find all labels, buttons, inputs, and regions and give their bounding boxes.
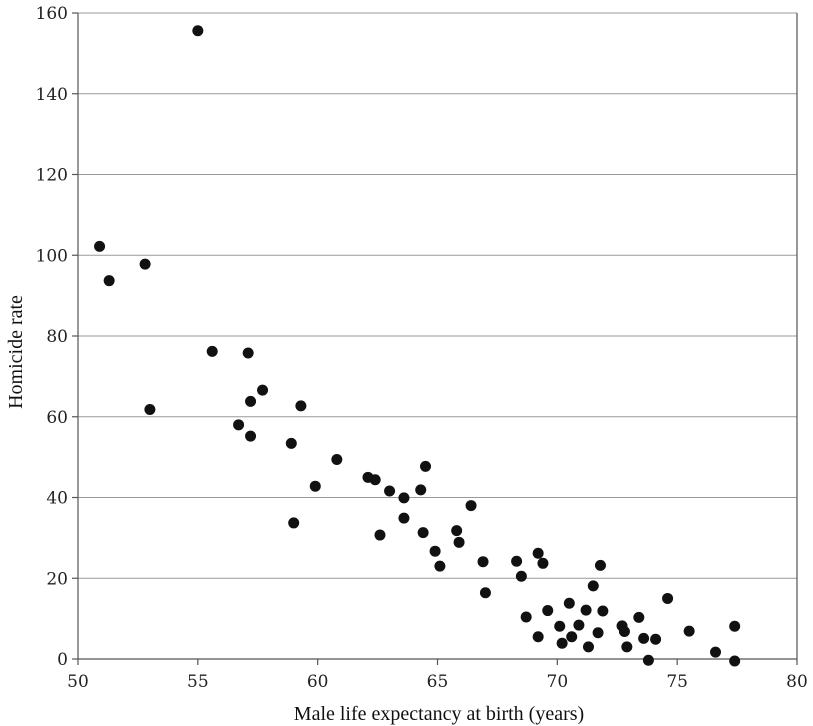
data-point	[94, 240, 106, 252]
data-point	[729, 655, 741, 667]
data-point	[683, 625, 695, 637]
data-point	[580, 604, 592, 616]
y-tick-label: 60	[46, 408, 68, 428]
data-point	[532, 631, 544, 643]
data-point	[245, 395, 257, 407]
y-tick-label: 20	[46, 569, 68, 589]
data-point	[374, 529, 386, 541]
data-point	[103, 275, 115, 287]
data-point	[434, 560, 446, 572]
data-point	[621, 641, 633, 653]
data-points	[94, 25, 741, 667]
data-point	[597, 605, 609, 617]
y-tick-label: 0	[57, 650, 68, 670]
x-axis-title: Male life expectancy at birth (years)	[294, 703, 584, 725]
data-point	[563, 597, 575, 609]
y-tick-label: 120	[36, 166, 68, 186]
data-point	[420, 460, 432, 472]
data-point	[477, 556, 489, 568]
data-point	[295, 400, 307, 412]
data-point	[729, 620, 741, 632]
data-point	[233, 419, 245, 431]
x-tick-label: 60	[307, 672, 329, 692]
data-point	[566, 631, 578, 643]
x-tick-label: 55	[187, 672, 209, 692]
x-tick-label: 80	[786, 672, 808, 692]
y-tick-label: 100	[36, 246, 68, 266]
y-tick-label: 80	[46, 327, 68, 347]
y-tick-label: 160	[36, 4, 68, 24]
x-tick-label: 75	[666, 672, 688, 692]
data-point	[192, 25, 204, 37]
data-point	[592, 627, 604, 639]
data-point	[515, 570, 527, 582]
data-point	[542, 605, 554, 617]
data-point	[242, 347, 254, 359]
data-point	[554, 620, 566, 632]
data-point	[429, 545, 441, 557]
x-tick-label: 65	[427, 672, 449, 692]
data-point	[398, 512, 410, 524]
data-point	[662, 592, 674, 604]
data-point	[537, 557, 549, 569]
data-point	[285, 437, 297, 449]
data-point	[417, 527, 429, 539]
data-point	[573, 619, 585, 631]
data-point	[369, 474, 381, 486]
x-tick-label: 70	[547, 672, 569, 692]
data-point	[638, 632, 650, 644]
y-axis-title: Homicide rate	[5, 295, 27, 409]
y-axis-ticks: 0 20 40 60 80 100 120 140 160	[36, 4, 78, 670]
data-point	[415, 484, 427, 496]
data-point	[511, 555, 523, 567]
data-point	[465, 500, 477, 512]
data-point	[587, 580, 599, 592]
y-tick-label: 140	[36, 85, 68, 105]
data-point	[633, 611, 645, 623]
data-point	[451, 525, 463, 537]
data-point	[144, 403, 156, 415]
data-point	[582, 641, 594, 653]
data-point	[288, 517, 300, 529]
x-tick-label: 50	[67, 672, 89, 692]
x-axis-ticks: 50 55 60 65 70 75 80	[67, 659, 808, 692]
data-point	[257, 384, 269, 396]
data-point	[618, 626, 630, 638]
data-point	[710, 646, 722, 658]
grid-lines	[78, 12, 797, 579]
data-point	[331, 454, 343, 466]
data-point	[245, 430, 257, 442]
data-point	[139, 258, 151, 270]
data-point	[642, 654, 654, 666]
data-point	[594, 559, 606, 571]
data-point	[453, 536, 465, 548]
data-point	[532, 547, 544, 559]
data-point	[650, 633, 662, 645]
data-point	[206, 345, 218, 357]
data-point	[520, 611, 532, 623]
data-point	[479, 587, 491, 599]
data-point	[398, 492, 410, 504]
data-point	[384, 485, 396, 497]
data-point	[556, 637, 568, 649]
y-tick-label: 40	[46, 489, 68, 509]
data-point	[309, 480, 321, 492]
